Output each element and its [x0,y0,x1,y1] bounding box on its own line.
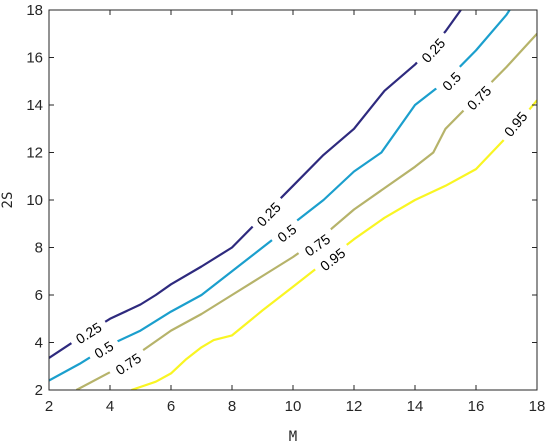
contour-lines [49,10,537,390]
y-tick-label: 2 [35,382,43,399]
contour-line-0-25 [49,10,462,359]
y-tick-label: 10 [26,192,43,209]
x-tick-label: 2 [45,398,53,415]
plot-area-background [49,10,537,390]
x-tick-label: 10 [285,398,302,415]
y-tick-label: 4 [35,335,43,352]
contour-line-0-95 [131,99,537,390]
x-tick-label: 12 [346,398,363,415]
x-tick-label: 18 [529,398,546,415]
y-axis-ticks: 2 4 6 8 10 12 14 16 18 [26,2,537,399]
x-tick-label: 16 [468,398,485,415]
x-tick-label: 4 [106,398,114,415]
y-tick-label: 18 [26,2,43,19]
y-tick-label: 8 [35,240,43,257]
contour-line-0-75 [75,33,537,390]
contour-line-0-5 [49,10,511,382]
y-tick-label: 12 [26,145,43,162]
x-axis-label: M [289,429,297,445]
y-tick-label: 6 [35,287,43,304]
x-axis-ticks: 2 4 6 8 10 12 14 16 18 [45,10,546,415]
y-axis-label: 2S [0,192,16,209]
x-tick-label: 14 [407,398,424,415]
x-tick-label: 6 [167,398,175,415]
y-tick-label: 14 [26,97,43,114]
y-tick-label: 16 [26,50,43,67]
x-tick-label: 8 [228,398,236,415]
